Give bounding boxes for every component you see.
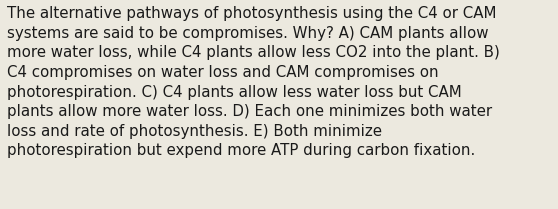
- Text: The alternative pathways of photosynthesis using the C4 or CAM
systems are said : The alternative pathways of photosynthes…: [7, 6, 500, 158]
